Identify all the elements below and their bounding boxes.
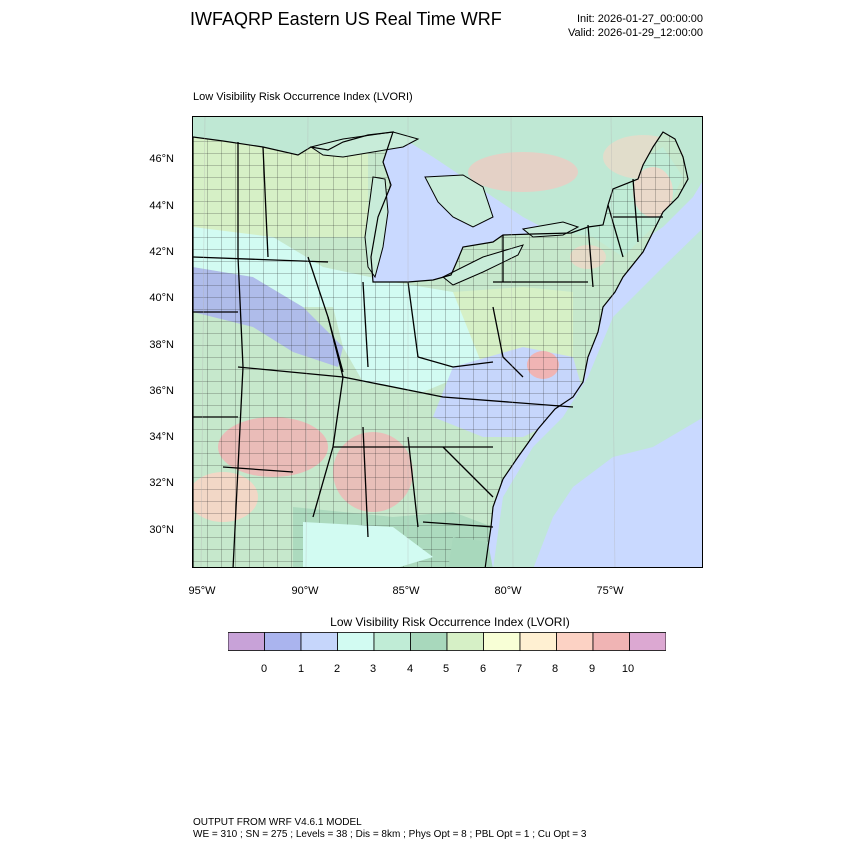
canada-highlands [468, 152, 578, 192]
colorbar [228, 632, 666, 651]
colorbar-label: 10 [621, 663, 635, 675]
colorbar-swatch [629, 632, 666, 651]
colorbar-title: Low Visibility Risk Occurrence Index (LV… [330, 615, 570, 629]
colorbar-swatch [556, 632, 594, 651]
lvori-map [193, 117, 702, 567]
colorbar-swatch [300, 632, 338, 651]
colorbar-swatch [337, 632, 375, 651]
state-borders [193, 142, 663, 567]
colorbar-label: 2 [333, 663, 341, 675]
colorbar-label: 8 [551, 663, 559, 675]
colorbar-label: 6 [479, 663, 487, 675]
colorbar-swatch [228, 632, 265, 651]
colorbar-swatch [373, 632, 411, 651]
canada-land [193, 117, 702, 247]
colorbar-label: 0 [260, 663, 268, 675]
init-time: Init: 2026-01-27_00:00:00 [577, 13, 703, 25]
lat-label: 38°N [149, 339, 174, 351]
colorbar-label: 3 [369, 663, 377, 675]
colorbar-label: 1 [297, 663, 305, 675]
lon-label: 80°W [494, 585, 522, 597]
colorbar-swatch [410, 632, 448, 651]
colorbar-swatch [592, 632, 630, 651]
colorbar-swatch [264, 632, 302, 651]
valid-time: Valid: 2026-01-29_12:00:00 [568, 27, 703, 39]
model-settings: WE = 310 ; SN = 275 ; Levels = 38 ; Dis … [193, 829, 587, 840]
lat-label: 30°N [149, 524, 174, 536]
colorbar-swatch [483, 632, 521, 651]
lon-label: 90°W [291, 585, 319, 597]
model-info: OUTPUT FROM WRF V4.6.1 MODEL [193, 817, 362, 828]
florida [448, 537, 493, 567]
colorbar-label: 4 [406, 663, 414, 675]
ocean-shelf [493, 228, 702, 567]
lat-label: 32°N [149, 477, 174, 489]
lon-label: 75°W [596, 585, 624, 597]
lat-label: 34°N [149, 431, 174, 443]
lat-label: 42°N [149, 246, 174, 258]
main-title: IWFAQRP Eastern US Real Time WRF [190, 9, 502, 29]
colorbar-swatch [519, 632, 557, 651]
gulf-of-mexico [303, 522, 433, 567]
lat-label: 36°N [149, 385, 174, 397]
lat-label: 40°N [149, 292, 174, 304]
colorbar-label: 5 [442, 663, 450, 675]
lon-label: 85°W [392, 585, 420, 597]
lon-label: 95°W [188, 585, 216, 597]
lat-label: 44°N [149, 200, 174, 212]
colorbar-label: 9 [588, 663, 596, 675]
lat-label: 46°N [149, 153, 174, 165]
lake-huron [424, 174, 494, 228]
colorbar-label: 7 [515, 663, 523, 675]
graticule [200, 117, 616, 567]
map-panel [192, 116, 703, 568]
colorbar-swatch [446, 632, 484, 651]
plot-title: Low Visibility Risk Occurrence Index (LV… [193, 91, 413, 103]
